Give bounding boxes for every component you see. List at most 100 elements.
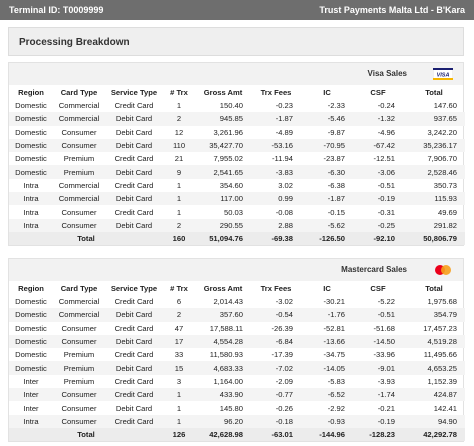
- cell: Credit Card: [114, 376, 154, 386]
- panel-title-bar: Mastercard Sales: [9, 259, 463, 281]
- cell: -1.87: [251, 112, 301, 126]
- cell: 1: [176, 101, 182, 111]
- column-header: # Trx: [170, 283, 188, 293]
- cell: 937.65: [403, 112, 465, 126]
- cell: 945.85: [195, 112, 251, 126]
- cell: 110: [163, 138, 195, 153]
- data-row: Domestic Commercial Credit Card 1 150.40 -0.2…: [9, 99, 465, 112]
- cell: 147.60: [433, 101, 457, 111]
- column-header: CSF: [370, 283, 386, 293]
- column-header: Gross Amt: [203, 87, 243, 97]
- cell: -2.92: [327, 403, 345, 413]
- cell: 2: [163, 218, 195, 232]
- cell: -0.23: [275, 101, 293, 111]
- cell: 1: [176, 403, 182, 413]
- cell: Consumer: [53, 138, 105, 153]
- cell: Domestic: [9, 112, 53, 126]
- cell: -6.38: [327, 180, 345, 190]
- cell: Domestic: [9, 165, 53, 179]
- cell: 17: [163, 334, 195, 349]
- cell: 115.93: [403, 192, 465, 206]
- cell: Premium: [63, 376, 95, 386]
- cell: -17.39: [271, 350, 293, 360]
- cell: Consumer: [61, 127, 97, 137]
- cell: Intra: [23, 207, 39, 217]
- total-cell: -128.23: [353, 427, 403, 441]
- cell: 2: [163, 308, 195, 322]
- cell: -13.66: [301, 334, 353, 349]
- cell: 3,242.20: [427, 127, 457, 137]
- cell: 1,164.00: [213, 376, 243, 386]
- total-label: Total: [9, 427, 163, 441]
- cell: -5.83: [327, 376, 345, 386]
- cell: -0.15: [327, 207, 345, 217]
- cell: -51.68: [373, 323, 395, 333]
- cell: 9: [163, 165, 195, 179]
- cell: 3.02: [278, 180, 293, 190]
- column-header: # Trx: [170, 87, 188, 97]
- cell: 0.99: [251, 192, 301, 206]
- cell: -5.22: [377, 297, 395, 307]
- cell: Credit Card: [105, 414, 163, 428]
- cell: -1.74: [353, 388, 403, 402]
- cell: 7,906.70: [427, 154, 457, 164]
- column-header: Total: [425, 87, 443, 97]
- data-row: Domestic Consumer Debit Card 110 35,427.70 -5…: [9, 138, 465, 153]
- cell: -5.62: [301, 218, 353, 232]
- cell: 4,653.25: [403, 361, 465, 375]
- cell: -7.02: [251, 361, 301, 375]
- cell: -0.93: [301, 414, 353, 428]
- cell: Consumer: [61, 323, 97, 333]
- cell: 4,519.28: [403, 334, 465, 349]
- cell: 354.79: [403, 308, 465, 322]
- cell: -1.76: [301, 308, 353, 322]
- cell: Debit Card: [105, 138, 163, 153]
- cell: -26.39: [271, 323, 293, 333]
- total-cell: -69.38: [251, 231, 301, 245]
- data-row: Domestic Consumer Debit Card 12 3,261.96 -4.8…: [9, 126, 465, 139]
- cell: Intra: [9, 218, 53, 232]
- cell: -52.81: [323, 323, 345, 333]
- cell: Credit Card: [114, 180, 154, 190]
- cell: -9.01: [353, 361, 403, 375]
- panel-title: Mastercard Sales: [341, 265, 407, 274]
- column-header: Service Type: [110, 283, 158, 293]
- cell: Commercial: [58, 180, 100, 190]
- total-row: Total 126 42,628.98 -63.01 -144.96 -128.23 42,…: [9, 427, 465, 441]
- cell: Domestic: [9, 138, 53, 153]
- cell: 2.88: [251, 218, 301, 232]
- cell: Commercial: [53, 112, 105, 126]
- cell: 94.90: [403, 414, 465, 428]
- cell: Credit Card: [114, 101, 154, 111]
- cell: 17,457.23: [423, 323, 457, 333]
- cell: -0.25: [353, 218, 403, 232]
- column-header: Region: [18, 283, 44, 293]
- cell: Domestic: [15, 101, 47, 111]
- cell: Debit Card: [105, 165, 163, 179]
- cell: Consumer: [53, 334, 105, 349]
- cell: Inter: [23, 376, 39, 386]
- cell: Consumer: [61, 403, 97, 413]
- cell: -3.93: [377, 376, 395, 386]
- header-row: Region Card Type Service Type # Trx Gross Am…: [9, 85, 465, 99]
- cell: Intra: [9, 192, 53, 206]
- mastercard-table: Region Card Type Service Type # Trx Gross Am…: [9, 281, 465, 441]
- total-row: Total 160 51,094.76 -69.38 -126.50 -92.10 50,8…: [9, 231, 465, 245]
- top-bar: Terminal ID: T0009999 Trust Payments Mal…: [0, 0, 474, 20]
- cell: -0.24: [377, 101, 395, 111]
- cell: 117.00: [195, 192, 251, 206]
- cell: -0.54: [251, 308, 301, 322]
- column-header: Trx Fees: [260, 283, 292, 293]
- cell: 3: [176, 376, 182, 386]
- cell: Premium: [63, 154, 95, 164]
- mastercard-panel: Mastercard Sales Region Card Type Service …: [8, 258, 465, 442]
- data-row: Intra Consumer Debit Card 2 290.55 2.88 -5.62-…: [9, 218, 465, 232]
- cell: 6: [176, 297, 182, 307]
- cell: Premium: [53, 361, 105, 375]
- cell: -12.51: [373, 154, 395, 164]
- total-cell: 126: [163, 427, 195, 441]
- cell: -34.75: [323, 350, 345, 360]
- cell: 1: [163, 192, 195, 206]
- data-row: Inter Premium Credit Card 3 1,164.00 -2.09 -5.…: [9, 375, 465, 388]
